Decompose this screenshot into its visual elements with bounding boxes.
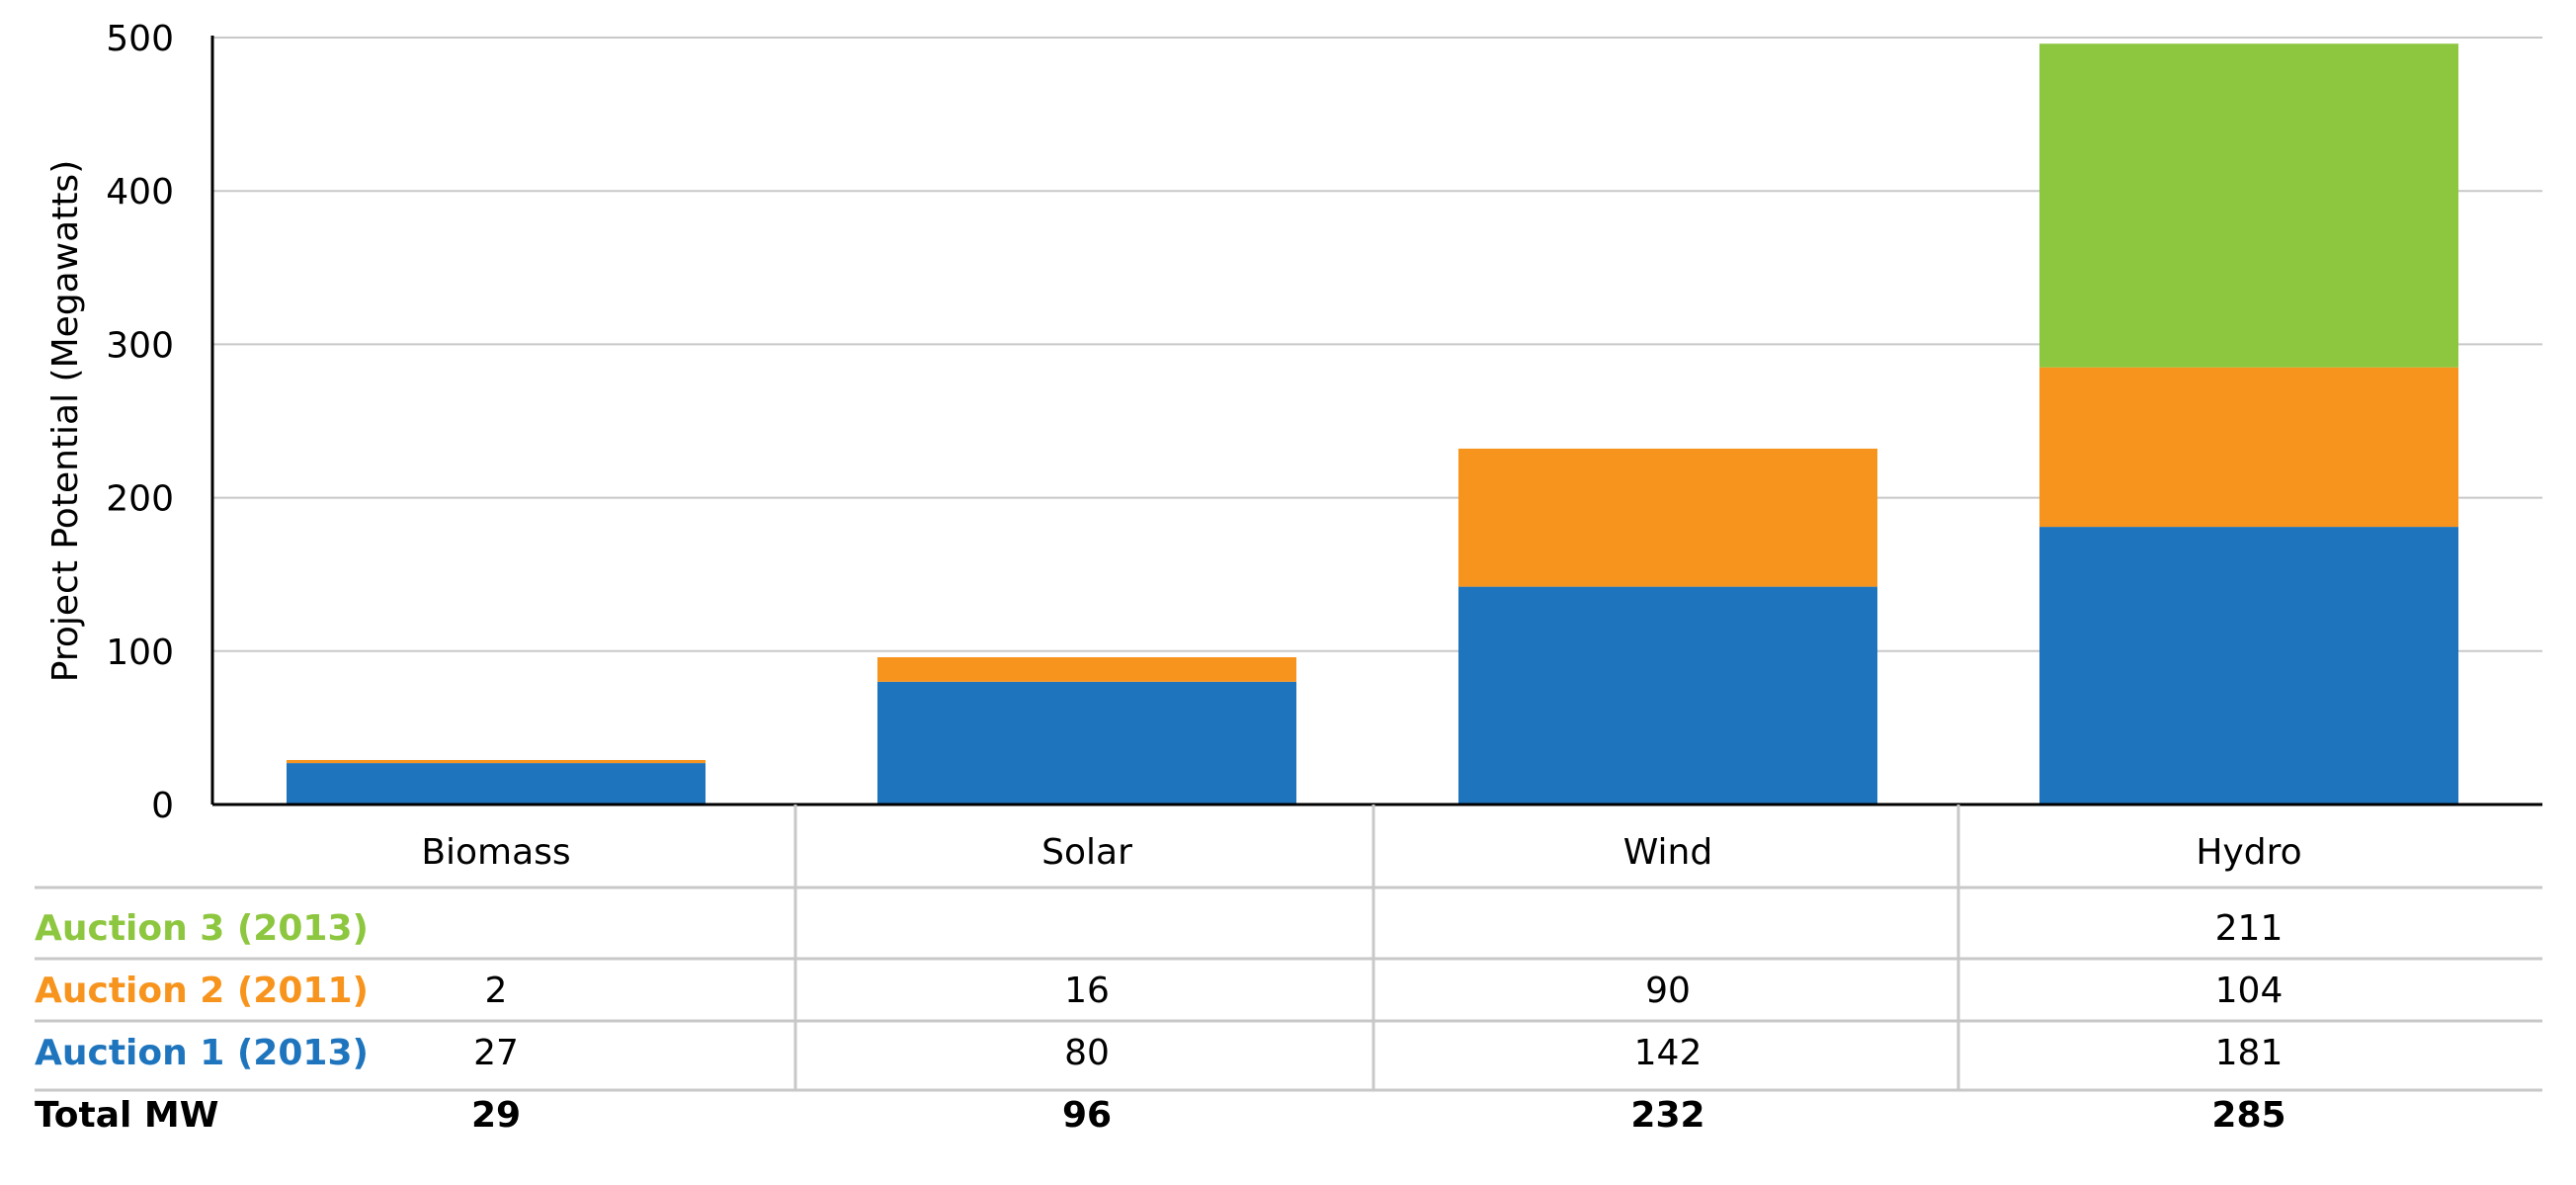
bar-segment-hydro-series-1 [2039,527,2458,804]
table-cell: 90 [1645,971,1691,1011]
y-tick-label: 200 [106,479,174,520]
table-total-cell: 285 [2211,1095,2285,1136]
table-cell: 16 [1064,971,1110,1011]
table-cell: 211 [2215,908,2284,949]
table-row-label: Auction 1 (2013) [35,1033,369,1073]
y-tick-label: 400 [106,172,174,212]
table-total-cell: 96 [1062,1095,1112,1136]
table-cell: 181 [2215,1033,2284,1073]
table-cell: 80 [1064,1033,1110,1073]
bar-segment-biomass-series-1 [287,763,706,804]
table-cell: 104 [2215,971,2284,1011]
x-category-label: Solar [1041,832,1132,873]
table-row-label: Auction 2 (2011) [35,971,369,1011]
y-axis-title: Project Potential (Megawatts) [45,160,86,682]
y-tick-label: 300 [106,325,174,366]
bar-segment-wind-series-2 [1458,448,1877,587]
bar-segment-solar-series-2 [877,657,1296,682]
y-tick-label: 0 [151,786,174,826]
bar-segment-wind-series-1 [1458,586,1877,804]
bar-segment-hydro-series-3 [2039,43,2458,368]
bar-segment-hydro-series-2 [2039,367,2458,528]
x-category-label: Wind [1623,832,1712,873]
x-category-label: Hydro [2196,832,2301,873]
table-cell: 27 [473,1033,519,1073]
table-total-label: Total MW [35,1095,218,1136]
bar-segment-solar-series-1 [877,681,1296,804]
y-tick-label: 500 [106,19,174,59]
y-tick-label: 100 [106,633,174,673]
table-total-cell: 29 [471,1095,521,1136]
table-total-cell: 232 [1630,1095,1704,1136]
x-category-label: Biomass [421,832,570,873]
table-row-label: Auction 3 (2013) [35,908,369,949]
bar-segment-biomass-series-2 [287,759,706,764]
table-cell: 142 [1634,1033,1703,1073]
table-cell: 2 [485,971,508,1011]
